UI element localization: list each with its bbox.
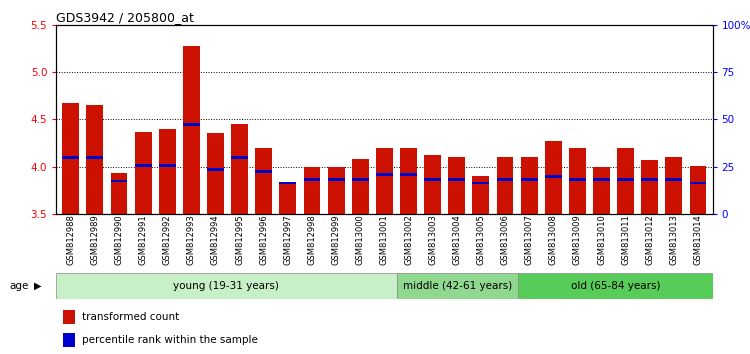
Text: young (19-31 years): young (19-31 years) xyxy=(173,281,279,291)
Text: GSM812998: GSM812998 xyxy=(308,214,316,265)
Text: ▶: ▶ xyxy=(34,281,41,291)
Bar xyxy=(544,175,562,178)
Bar xyxy=(110,179,128,182)
Bar xyxy=(641,178,658,181)
Bar xyxy=(472,182,489,184)
Text: GSM813005: GSM813005 xyxy=(476,214,485,265)
Bar xyxy=(376,148,393,214)
Bar xyxy=(159,165,176,167)
Bar xyxy=(62,156,80,159)
Bar xyxy=(63,333,74,347)
Bar xyxy=(352,159,369,214)
Text: GSM813003: GSM813003 xyxy=(428,214,437,265)
Text: GSM812989: GSM812989 xyxy=(90,214,99,265)
Bar xyxy=(665,178,682,181)
Text: GSM812991: GSM812991 xyxy=(139,214,148,265)
Text: GSM812993: GSM812993 xyxy=(187,214,196,265)
Text: GSM813008: GSM813008 xyxy=(549,214,558,265)
Bar xyxy=(665,157,682,214)
Bar xyxy=(569,178,586,181)
Bar xyxy=(448,178,465,181)
Bar xyxy=(183,46,200,214)
Bar xyxy=(424,154,441,214)
Bar xyxy=(352,178,369,181)
Bar xyxy=(617,148,634,214)
Text: middle (42-61 years): middle (42-61 years) xyxy=(403,281,512,291)
Text: GSM812995: GSM812995 xyxy=(235,214,244,265)
Bar xyxy=(617,178,634,181)
Bar xyxy=(255,170,272,173)
Bar xyxy=(304,167,320,214)
Text: age: age xyxy=(10,281,29,291)
Bar xyxy=(496,178,514,181)
Text: GSM812999: GSM812999 xyxy=(332,214,340,265)
Bar xyxy=(135,132,152,214)
Bar xyxy=(328,178,344,181)
Text: GSM813014: GSM813014 xyxy=(694,214,703,265)
Bar xyxy=(304,178,320,181)
Text: GSM813007: GSM813007 xyxy=(525,214,534,265)
Bar xyxy=(689,182,706,184)
Bar xyxy=(86,105,104,214)
Bar xyxy=(280,182,296,184)
Bar xyxy=(593,178,610,181)
Bar xyxy=(518,273,712,299)
Bar xyxy=(593,167,610,214)
Text: GSM812997: GSM812997 xyxy=(284,214,292,265)
Text: GSM813004: GSM813004 xyxy=(452,214,461,265)
Text: GSM813013: GSM813013 xyxy=(670,214,679,265)
Text: GDS3942 / 205800_at: GDS3942 / 205800_at xyxy=(56,11,194,24)
Text: GSM812990: GSM812990 xyxy=(115,214,124,265)
Text: GSM813001: GSM813001 xyxy=(380,214,388,265)
Text: percentile rank within the sample: percentile rank within the sample xyxy=(82,335,258,346)
Bar xyxy=(207,133,224,214)
Text: GSM813006: GSM813006 xyxy=(500,214,509,265)
Text: GSM812996: GSM812996 xyxy=(260,214,268,265)
Bar xyxy=(400,173,417,176)
Text: GSM812992: GSM812992 xyxy=(163,214,172,265)
Bar xyxy=(569,148,586,214)
Bar xyxy=(56,273,397,299)
Bar xyxy=(86,156,104,159)
Text: GSM813002: GSM813002 xyxy=(404,214,413,265)
Bar xyxy=(110,173,128,214)
Bar xyxy=(376,173,393,176)
Bar xyxy=(62,103,80,214)
Text: GSM813009: GSM813009 xyxy=(573,214,582,265)
Bar xyxy=(424,178,441,181)
Bar xyxy=(397,273,518,299)
Bar xyxy=(544,141,562,214)
Bar xyxy=(520,178,538,181)
Bar xyxy=(135,165,152,167)
Bar xyxy=(328,167,344,214)
Text: GSM812988: GSM812988 xyxy=(66,214,75,265)
Bar xyxy=(231,124,248,214)
Bar xyxy=(280,183,296,214)
Text: GSM813011: GSM813011 xyxy=(621,214,630,265)
Bar xyxy=(472,176,489,214)
Bar xyxy=(689,166,706,214)
Text: GSM813010: GSM813010 xyxy=(597,214,606,265)
Text: old (65-84 years): old (65-84 years) xyxy=(571,281,660,291)
Bar xyxy=(183,123,200,126)
Bar xyxy=(496,157,514,214)
Bar xyxy=(231,156,248,159)
Bar xyxy=(520,157,538,214)
Bar xyxy=(400,148,417,214)
Bar xyxy=(63,310,74,324)
Bar xyxy=(159,129,176,214)
Bar xyxy=(641,160,658,214)
Bar xyxy=(207,168,224,171)
Bar xyxy=(448,157,465,214)
Text: transformed count: transformed count xyxy=(82,312,180,322)
Bar xyxy=(255,148,272,214)
Text: GSM813012: GSM813012 xyxy=(645,214,654,265)
Text: GSM812994: GSM812994 xyxy=(211,214,220,265)
Text: GSM813000: GSM813000 xyxy=(356,214,364,265)
